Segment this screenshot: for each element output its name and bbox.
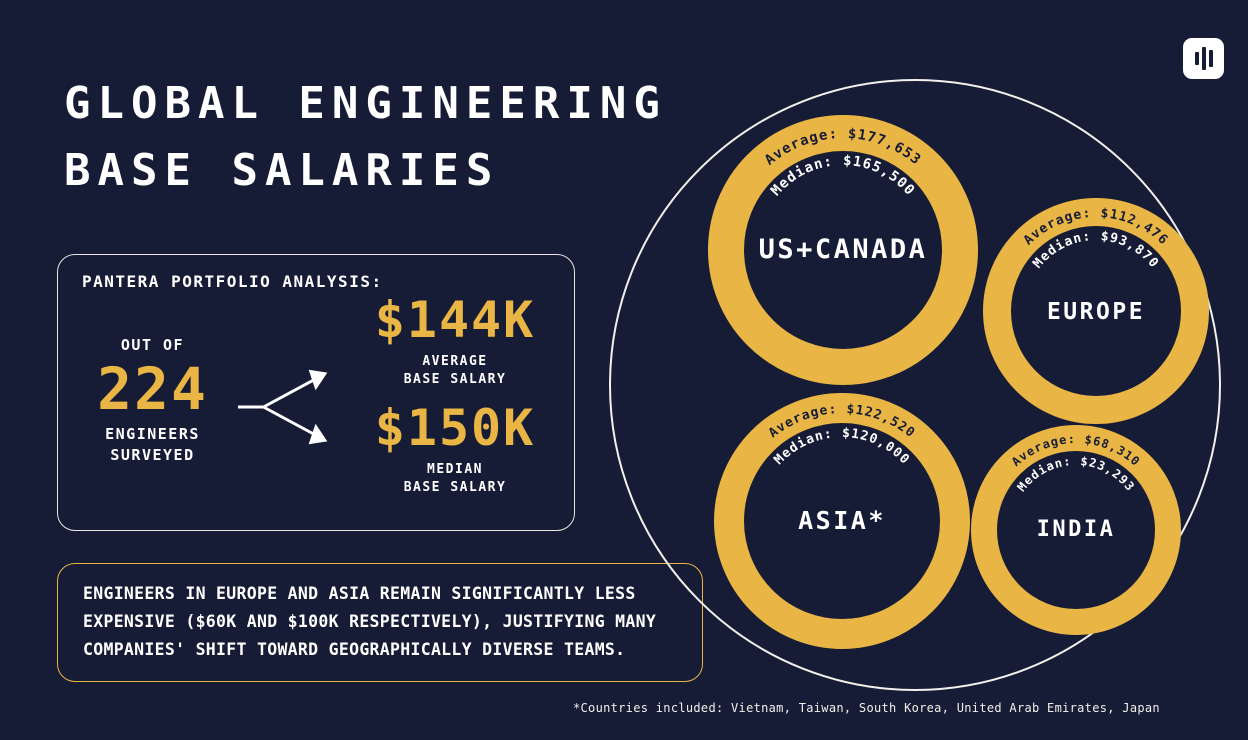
bubble-us-canada: Average: $177,653 Median: $165,500 US+CA…	[708, 115, 978, 385]
pantera-logo-icon	[1183, 38, 1224, 79]
average-salary-label-line2: BASE SALARY	[403, 372, 507, 387]
engineer-count: 224	[97, 355, 208, 423]
note-panel: ENGINEERS IN EUROPE AND ASIA REMAIN SIGN…	[57, 563, 703, 682]
logo-bar	[1208, 50, 1213, 67]
out-of-label: OUT OF	[120, 336, 185, 354]
bubble-asia: Average: $122,520 Median: $120,000 ASIA*	[714, 393, 970, 649]
surveyed-label-line1: ENGINEERS	[105, 425, 200, 443]
bubble-india: Average: $68,310 Median: $23,293 INDIA	[971, 425, 1181, 635]
average-salary-stat: $144K AVERAGE BASE SALARY	[350, 293, 560, 389]
page-title: GLOBAL ENGINEERING BASE SALARIES	[64, 70, 667, 204]
median-salary-stat: $150K MEDIAN BASE SALARY	[350, 401, 560, 497]
page-title-line2: BASE SALARIES	[64, 145, 500, 196]
average-salary-label-line1: AVERAGE	[422, 354, 488, 369]
analysis-heading: PANTERA PORTFOLIO ANALYSIS:	[82, 272, 383, 291]
logo-bar	[1194, 52, 1199, 65]
india-ring	[971, 425, 1181, 635]
salary-bubble-chart: Average: $177,653 Median: $165,500 US+CA…	[609, 79, 1221, 691]
median-salary-label-line1: MEDIAN	[427, 462, 483, 477]
us-canada-ring	[708, 115, 978, 385]
note-line3: COMPANIES' SHIFT TOWARD GEOGRAPHICALLY D…	[83, 640, 626, 659]
india-label: INDIA	[1037, 517, 1116, 542]
median-salary-label-line2: BASE SALARY	[403, 480, 507, 495]
us-canada-label: US+CANADA	[759, 234, 928, 265]
asia-ring	[714, 393, 970, 649]
page-title-line1: GLOBAL ENGINEERING	[64, 78, 667, 129]
fork-arrow-icon	[237, 369, 328, 445]
average-salary-value: $144K	[374, 291, 536, 349]
asia-label: ASIA*	[798, 506, 886, 535]
analysis-panel: PANTERA PORTFOLIO ANALYSIS: OUT OF 224 E…	[57, 254, 575, 531]
footnote: *Countries included: Vietnam, Taiwan, So…	[573, 701, 1160, 715]
europe-label: EUROPE	[1047, 299, 1145, 325]
median-salary-value: $150K	[374, 399, 536, 457]
note-line2: EXPENSIVE ($60K AND $100K RESPECTIVELY),…	[83, 612, 657, 631]
bubble-europe: Average: $112,476 Median: $93,870 EUROPE	[983, 198, 1209, 424]
logo-bar	[1201, 47, 1206, 70]
survey-count-block: OUT OF 224 ENGINEERS SURVEYED	[70, 335, 235, 466]
surveyed-label-line2: SURVEYED	[110, 446, 195, 464]
note-line1: ENGINEERS IN EUROPE AND ASIA REMAIN SIGN…	[83, 584, 636, 603]
chart-outline-circle	[609, 79, 1221, 691]
europe-ring	[983, 198, 1209, 424]
